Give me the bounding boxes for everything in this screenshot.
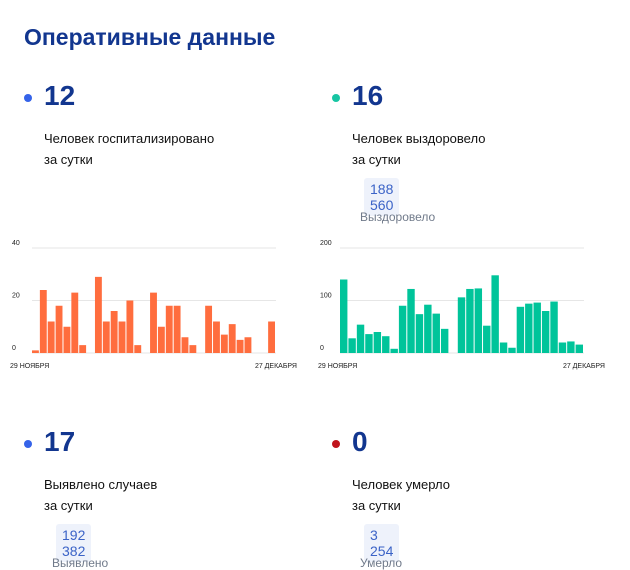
stat-label-line2: за сутки	[44, 498, 93, 513]
hospitalized-bar-chart: 0 20 40 29 НОЯБРЯ 27 ДЕКАБРЯ	[10, 240, 297, 370]
bar	[236, 339, 244, 353]
bar	[134, 345, 142, 353]
stat-label-line1: Человек умерло	[352, 477, 450, 492]
bar	[373, 332, 382, 353]
bar	[63, 326, 71, 353]
x-axis-end-label: 27 ДЕКАБРЯ	[563, 363, 605, 370]
stat-label-line2: за сутки	[352, 152, 401, 167]
bar	[356, 324, 365, 353]
bar	[432, 313, 440, 353]
bar	[150, 292, 157, 353]
bar	[541, 311, 550, 353]
bar	[483, 325, 491, 353]
bar	[220, 334, 228, 353]
y-tick-label: 40	[12, 240, 20, 247]
total-badge: 192 382	[56, 524, 92, 562]
bar	[268, 321, 275, 353]
bar	[474, 288, 483, 353]
x-axis-end-label: 27 ДЕКАБРЯ	[255, 363, 297, 370]
bar	[102, 321, 110, 353]
stat-label: Человек выздоровело за сутки	[352, 128, 572, 170]
total-badge: 3 254	[364, 524, 400, 562]
bar	[382, 336, 390, 353]
bar	[205, 305, 213, 353]
total-badge-label: Умерло	[360, 556, 403, 570]
bar	[533, 302, 541, 353]
bar	[424, 304, 432, 353]
total-badge-label: Выздоровело	[360, 210, 436, 224]
bar	[165, 305, 173, 353]
bar	[126, 300, 134, 353]
bar	[348, 338, 356, 353]
bar	[457, 297, 466, 353]
stat-label-line2: за сутки	[44, 152, 93, 167]
x-axis-start-label: 29 НОЯБРЯ	[318, 363, 357, 370]
total-badge: 188 560	[364, 178, 400, 216]
bar	[189, 345, 197, 353]
bar	[415, 314, 424, 353]
bar	[157, 326, 165, 353]
bar	[213, 321, 220, 353]
y-tick-label: 200	[320, 240, 332, 247]
bar	[181, 337, 189, 353]
y-tick-label: 0	[12, 345, 16, 352]
bar	[228, 324, 236, 353]
bar	[118, 321, 126, 353]
bar	[39, 290, 47, 353]
stat-label-line1: Человек выздоровело	[352, 131, 486, 146]
stat-value: 17	[44, 426, 76, 457]
bar	[365, 334, 373, 353]
status-dot-icon	[332, 440, 340, 448]
y-tick-label: 20	[12, 293, 20, 300]
recovered-bar-chart: 0 100 200 29 НОЯБРЯ 27 ДЕКАБРЯ	[318, 240, 605, 370]
bar	[173, 305, 181, 353]
bar	[71, 292, 79, 353]
stat-value: 16	[352, 80, 384, 111]
stat-label-line1: Человек госпитализировано	[44, 131, 215, 146]
stat-label-line1: Выявлено случаев	[44, 477, 158, 492]
stat-value: 0	[352, 426, 368, 457]
bar	[516, 306, 525, 353]
stat-value: 12	[44, 80, 76, 111]
stat-label-line2: за сутки	[352, 498, 401, 513]
bar	[550, 301, 558, 353]
bar	[398, 305, 407, 353]
bar	[491, 275, 499, 353]
bar	[244, 337, 252, 353]
status-dot-icon	[24, 94, 32, 102]
stat-label: Человек умерло за сутки	[352, 474, 572, 516]
bar	[47, 321, 55, 353]
y-tick-label: 0	[320, 345, 324, 352]
status-dot-icon	[332, 94, 340, 102]
bar	[55, 305, 63, 353]
status-dot-icon	[24, 440, 32, 448]
bar	[440, 328, 449, 353]
bar	[340, 279, 348, 353]
bar	[32, 350, 39, 353]
stat-label: Выявлено случаев за сутки	[44, 474, 264, 516]
bar	[575, 344, 583, 353]
bar	[390, 348, 398, 353]
bar	[466, 288, 474, 353]
bar	[499, 342, 508, 353]
bar	[79, 345, 87, 353]
bar	[110, 311, 118, 353]
stat-label: Человек госпитализировано за сутки	[44, 128, 264, 170]
bar	[508, 347, 516, 353]
x-axis-start-label: 29 НОЯБРЯ	[10, 363, 49, 370]
bar	[558, 342, 567, 353]
bar	[567, 341, 575, 353]
bar	[525, 303, 533, 353]
y-tick-label: 100	[320, 293, 332, 300]
total-badge-label: Выявлено	[52, 556, 109, 570]
page-title: Оперативные данные	[24, 24, 276, 50]
bar	[94, 276, 102, 353]
bar	[407, 288, 415, 353]
